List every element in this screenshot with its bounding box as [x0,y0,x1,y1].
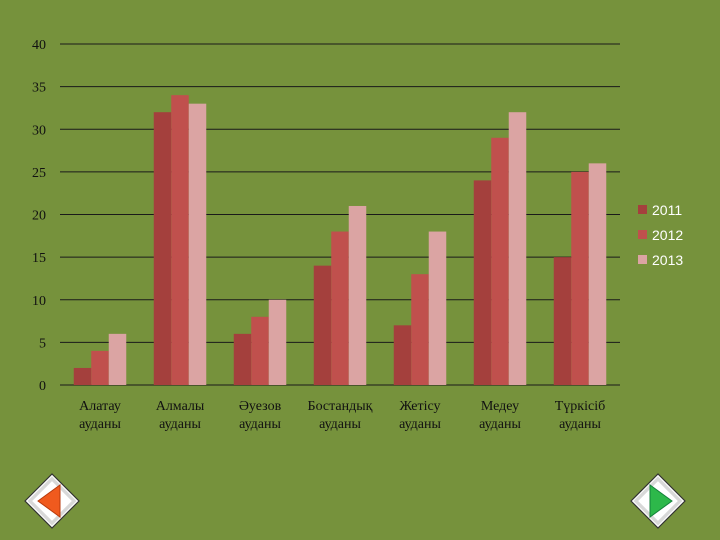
bar [571,171,589,385]
legend-label: 2012 [652,227,683,243]
bar [91,350,109,385]
triangle-right-icon [649,484,673,518]
bar [428,231,447,385]
bar [268,299,287,385]
bar [233,333,252,385]
x-tick-label: ауданы [559,417,601,432]
triangle-left-icon [37,484,61,518]
legend: 2011 2012 2013 [638,202,683,268]
y-tick-label: 30 [32,123,46,138]
next-slide-button[interactable] [627,470,689,532]
bar [171,95,189,386]
x-tick-label: ауданы [319,417,361,432]
bar [588,163,607,385]
y-tick-label: 25 [32,166,46,181]
bar [348,205,367,385]
x-tick-label: Бостандық [308,399,373,414]
y-tick-label: 20 [32,209,46,224]
x-tick-label: ауданы [159,417,201,432]
bar [508,112,527,385]
bar [411,274,429,385]
y-tick-label: 35 [32,81,46,96]
bar [108,333,127,385]
x-tick-label: ауданы [239,417,281,432]
y-tick-label: 5 [39,336,46,351]
bar [73,367,92,385]
bar [313,265,332,385]
bar [491,137,509,385]
x-tick-label: ауданы [479,417,521,432]
y-tick-label: 15 [32,251,46,266]
gridlines [60,43,620,386]
legend-label: 2013 [652,252,683,268]
y-axis-ticks: 0 5 10 15 20 25 30 35 40 [32,38,46,394]
legend-label: 2011 [652,202,682,218]
x-tick-label: Түркісіб [555,399,605,414]
legend-swatch [638,205,647,214]
x-tick-label: ауданы [79,417,121,432]
bars [73,95,607,386]
legend-swatch [638,230,647,239]
legend-swatch [638,255,647,264]
x-tick-label: ауданы [399,417,441,432]
previous-slide-button[interactable] [21,470,83,532]
x-axis-labels: Алатау ауданы Алмалы ауданы Әуезов ауданы Бост… [79,399,605,432]
y-tick-label: 0 [39,379,46,394]
bar [153,112,172,385]
bar [331,231,349,385]
bar [473,180,492,385]
bar [393,325,412,385]
x-tick-label: Жетісу [399,399,440,414]
y-tick-label: 40 [32,38,46,53]
bar [188,103,207,386]
x-tick-label: Алмалы [156,399,205,414]
bar [553,257,572,385]
x-tick-label: Әуезов [239,399,282,414]
bar [251,316,269,385]
x-tick-label: Алатау [79,399,121,414]
y-tick-label: 10 [32,294,46,309]
x-tick-label: Медеу [481,399,519,414]
